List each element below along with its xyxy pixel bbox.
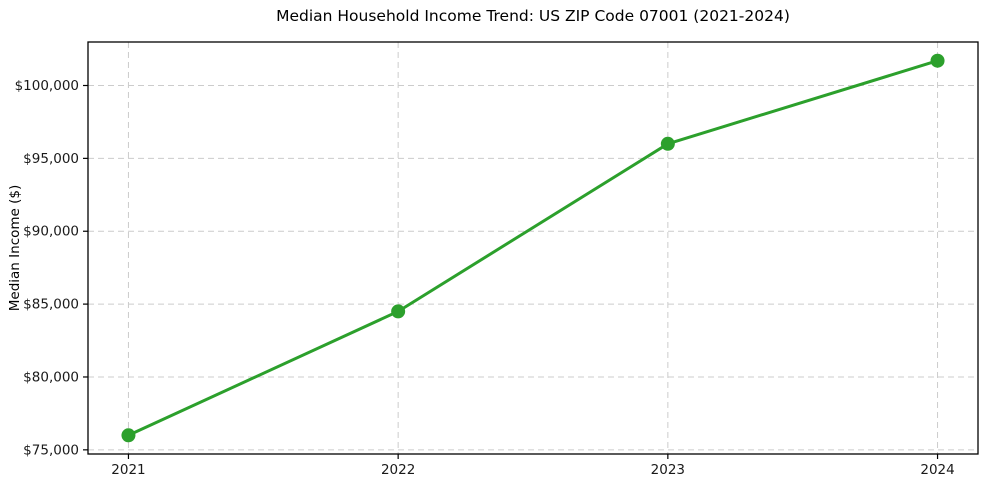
plot-border [87,41,979,455]
data-point-marker [121,428,136,443]
x-tick-label: 2021 [111,462,145,478]
chart-title: Median Household Income Trend: US ZIP Co… [276,7,790,25]
data-point-marker [660,136,675,151]
data-point-marker [391,304,406,319]
y-tick-label: $95,000 [23,151,79,167]
y-tick-label: $80,000 [23,369,79,385]
data-point-marker [930,53,945,68]
x-tick-label: 2023 [651,462,685,478]
trend-line [126,59,940,437]
y-tick-label: $85,000 [23,297,79,313]
x-tick-label: 2022 [381,462,415,478]
y-tick-label: $90,000 [23,224,79,240]
y-tick-label: $100,000 [15,78,79,94]
x-tick-label: 2024 [920,462,954,478]
y-tick-label: $75,000 [23,442,79,458]
